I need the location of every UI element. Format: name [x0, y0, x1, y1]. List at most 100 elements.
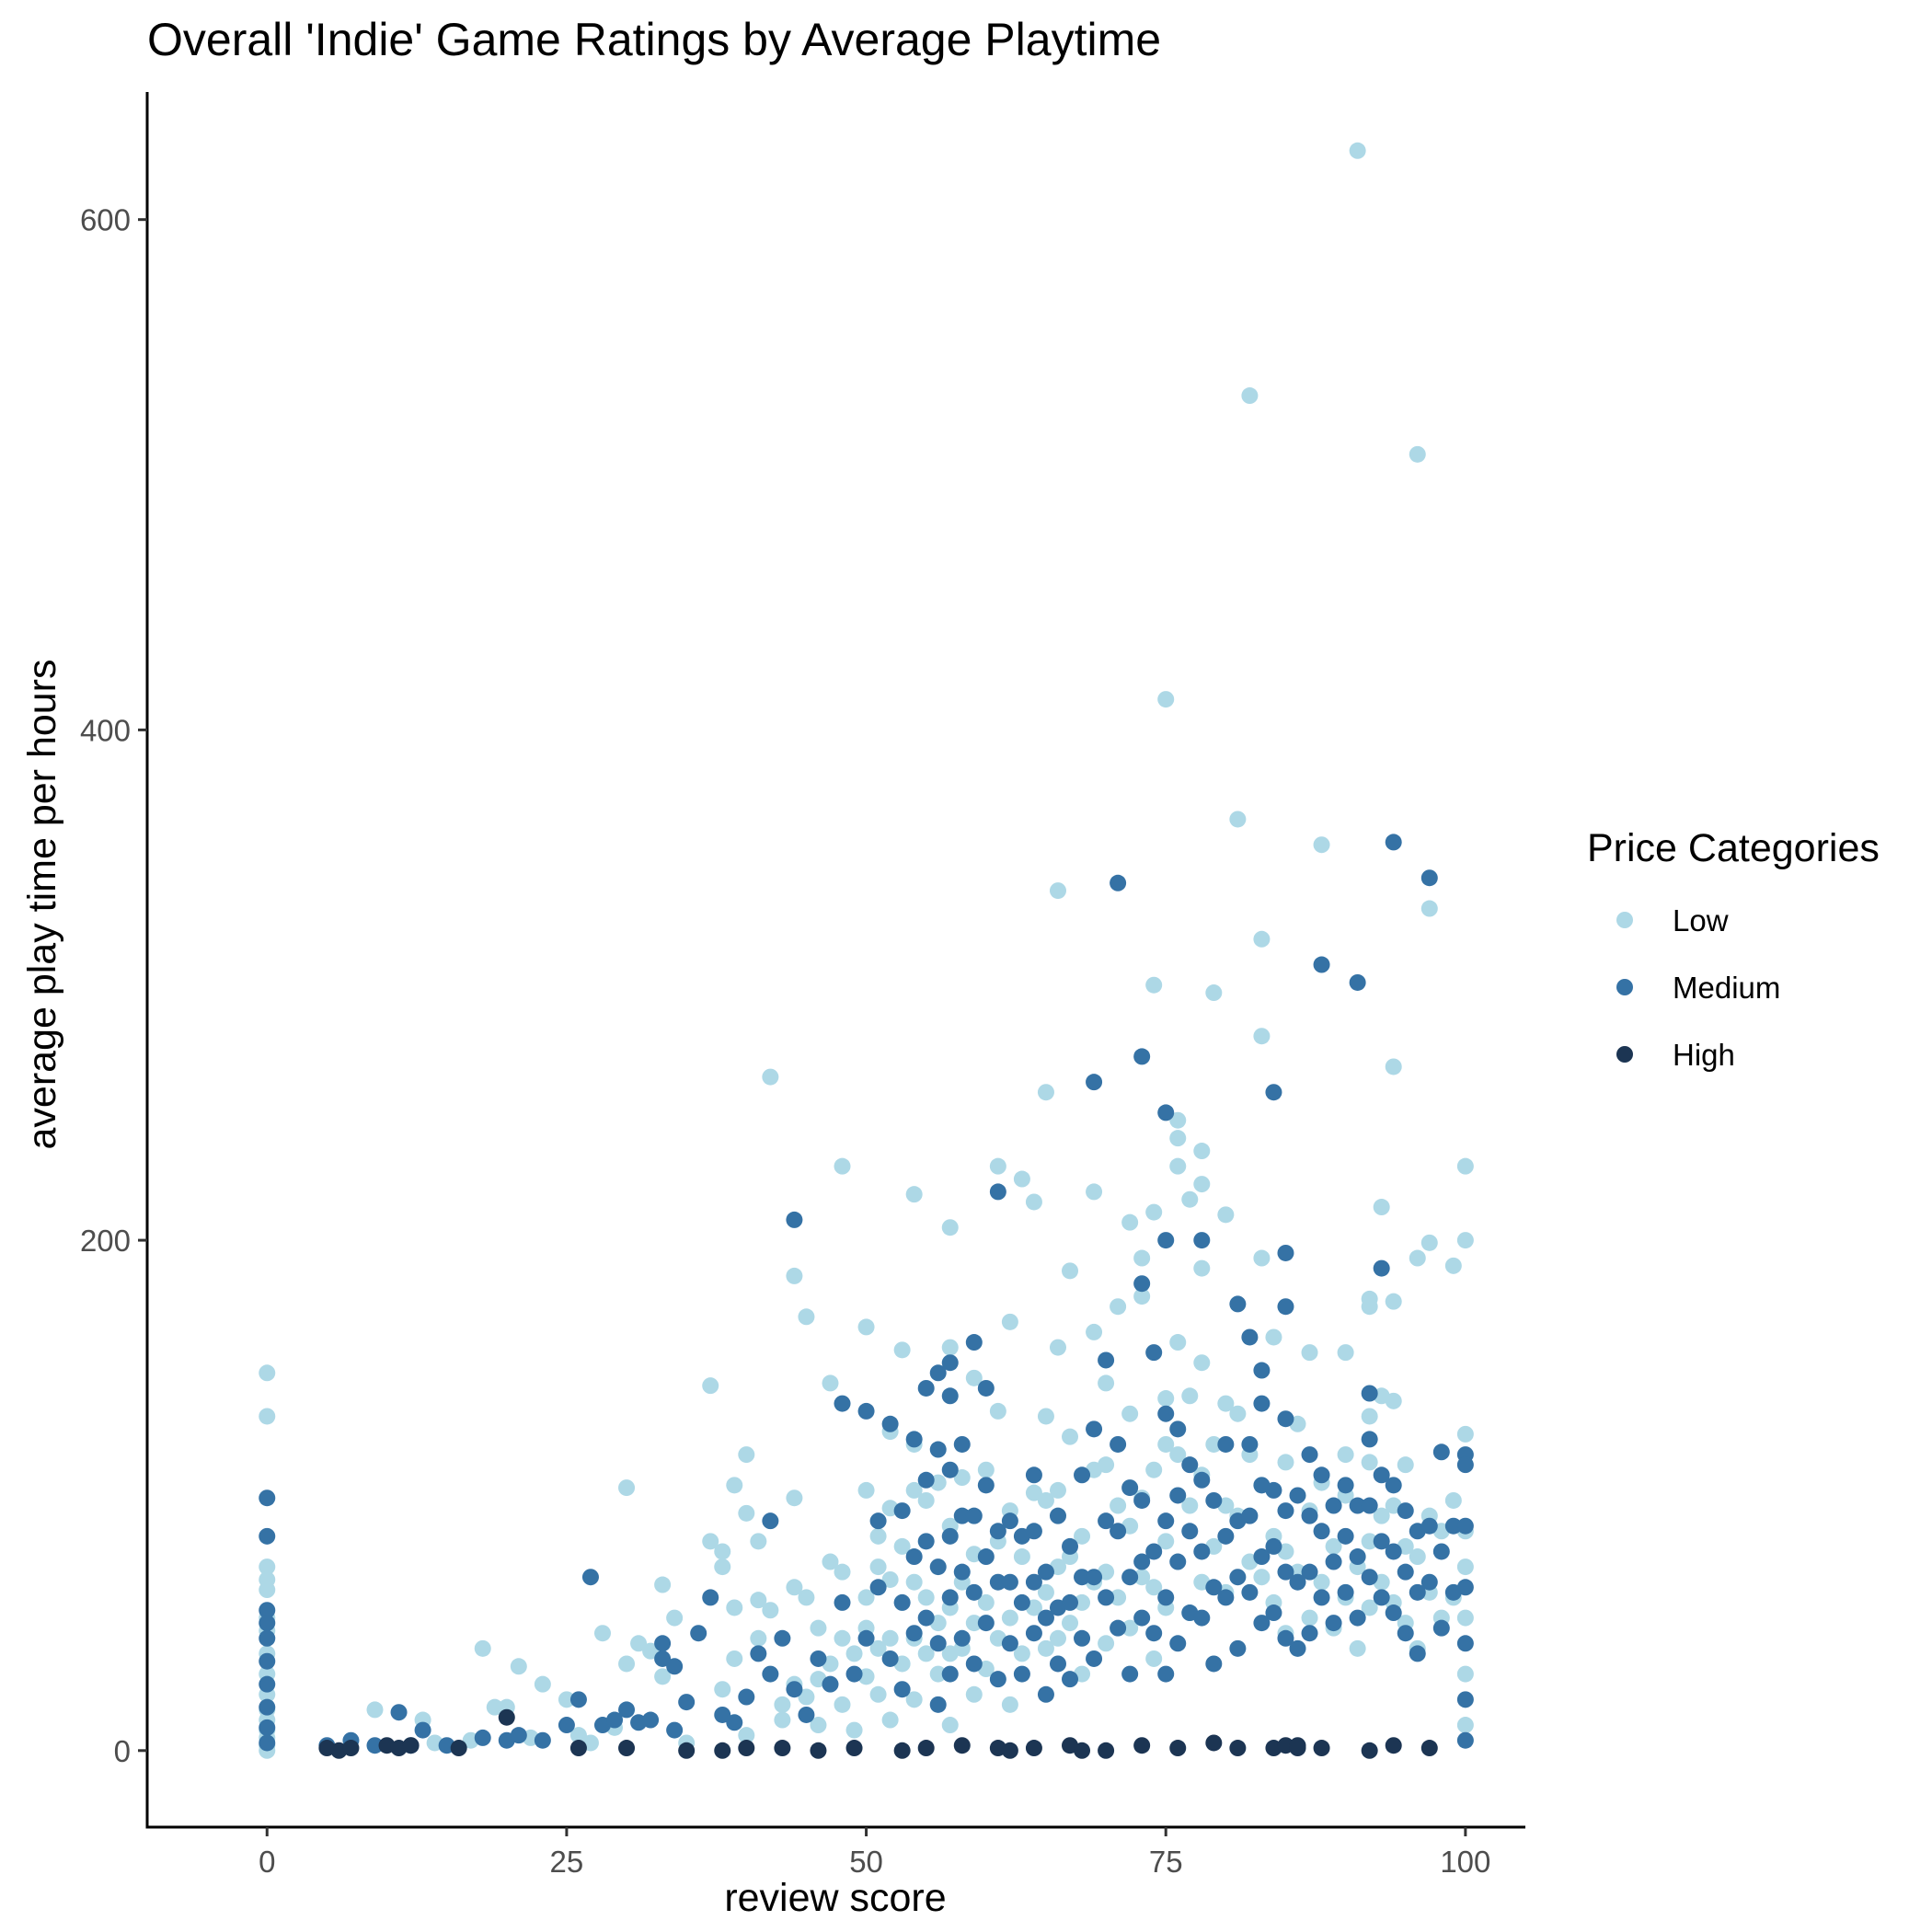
- data-point: [965, 1655, 983, 1673]
- data-point: [881, 1629, 899, 1647]
- data-point: [1145, 1579, 1163, 1596]
- data-point: [366, 1701, 384, 1719]
- data-point: [1133, 1737, 1151, 1754]
- data-point: [678, 1742, 696, 1759]
- data-point: [774, 1711, 791, 1729]
- data-point: [1432, 1619, 1450, 1637]
- data-point: [1253, 1615, 1271, 1632]
- data-point: [1013, 1548, 1030, 1566]
- data-point: [1145, 1461, 1163, 1478]
- data-point: [750, 1592, 767, 1609]
- data-point: [1265, 1604, 1282, 1622]
- data-point: [1349, 1497, 1366, 1514]
- data-point: [1013, 1170, 1030, 1188]
- data-point: [666, 1721, 684, 1739]
- data-point: [834, 1593, 851, 1611]
- data-point: [1025, 1466, 1042, 1484]
- data-point: [1373, 1199, 1390, 1216]
- data-point: [618, 1479, 636, 1497]
- data-point: [1193, 1232, 1211, 1249]
- data-point: [402, 1737, 420, 1754]
- data-point: [1241, 1435, 1259, 1453]
- data-point: [1193, 1354, 1211, 1372]
- data-point: [1049, 882, 1066, 900]
- data-point: [1456, 1717, 1474, 1734]
- data-point: [259, 1489, 276, 1507]
- data-point: [1110, 874, 1127, 891]
- data-point: [1241, 1507, 1259, 1524]
- data-point: [1229, 1639, 1247, 1657]
- x-tick-label: 100: [1440, 1845, 1490, 1879]
- data-point: [1121, 1665, 1139, 1683]
- data-point: [1397, 1563, 1414, 1581]
- data-point: [1301, 1446, 1318, 1464]
- data-point: [1373, 1466, 1390, 1484]
- data-point: [750, 1629, 767, 1647]
- data-point: [798, 1308, 815, 1326]
- data-point: [1229, 811, 1247, 828]
- data-point: [1456, 1579, 1474, 1596]
- data-point: [1181, 1456, 1199, 1474]
- data-point: [1074, 1569, 1091, 1586]
- data-point: [1121, 1213, 1139, 1231]
- data-point: [1157, 1512, 1175, 1530]
- data-points: [259, 142, 1474, 1759]
- data-point: [510, 1727, 527, 1744]
- data-point: [714, 1558, 731, 1576]
- data-point: [1133, 1275, 1151, 1293]
- data-point: [1229, 1295, 1247, 1313]
- data-point: [1098, 1742, 1115, 1759]
- data-point: [630, 1635, 648, 1652]
- data-point: [762, 1068, 779, 1086]
- data-point: [1289, 1573, 1306, 1591]
- data-point: [1301, 1507, 1318, 1524]
- data-point: [869, 1639, 887, 1657]
- data-point: [1373, 1259, 1390, 1277]
- data-point: [1409, 1645, 1426, 1662]
- data-point: [798, 1688, 815, 1706]
- data-point: [774, 1629, 791, 1647]
- data-point: [738, 1446, 755, 1464]
- data-point: [1409, 1548, 1426, 1566]
- data-point: [1110, 1497, 1127, 1514]
- data-point: [1253, 1548, 1271, 1566]
- data-point: [1456, 1665, 1474, 1683]
- data-point: [1169, 1740, 1187, 1757]
- data-point: [1086, 1420, 1103, 1438]
- data-point: [977, 1379, 995, 1397]
- data-point: [845, 1721, 863, 1739]
- data-point: [642, 1711, 660, 1729]
- data-point: [1098, 1374, 1115, 1392]
- data-point: [1086, 1074, 1103, 1091]
- data-point: [1086, 1650, 1103, 1667]
- data-point: [1169, 1130, 1187, 1147]
- data-point: [1001, 1609, 1018, 1627]
- data-point: [1241, 1583, 1259, 1601]
- data-point: [1456, 1691, 1474, 1708]
- data-point: [1157, 1390, 1175, 1408]
- data-point: [977, 1593, 995, 1611]
- data-point: [1444, 1517, 1462, 1535]
- data-point: [810, 1650, 827, 1667]
- data-point: [1181, 1190, 1199, 1208]
- data-point: [1456, 1425, 1474, 1443]
- data-point: [941, 1665, 959, 1683]
- data-point: [654, 1650, 672, 1667]
- data-point: [881, 1415, 899, 1432]
- data-point: [917, 1609, 935, 1627]
- data-point: [1169, 1157, 1187, 1175]
- data-point: [1157, 691, 1175, 708]
- data-point: [1361, 1408, 1378, 1425]
- data-point: [642, 1642, 660, 1660]
- data-point: [1133, 1569, 1151, 1586]
- data-point: [1301, 1563, 1318, 1581]
- data-point: [1169, 1553, 1187, 1570]
- data-point: [1361, 1742, 1378, 1759]
- data-point: [834, 1696, 851, 1713]
- data-point: [1086, 1183, 1103, 1201]
- data-point: [1037, 1563, 1054, 1581]
- data-point: [1062, 1593, 1079, 1611]
- data-point: [1456, 1232, 1474, 1249]
- data-point: [1217, 1206, 1235, 1224]
- data-point: [953, 1435, 971, 1453]
